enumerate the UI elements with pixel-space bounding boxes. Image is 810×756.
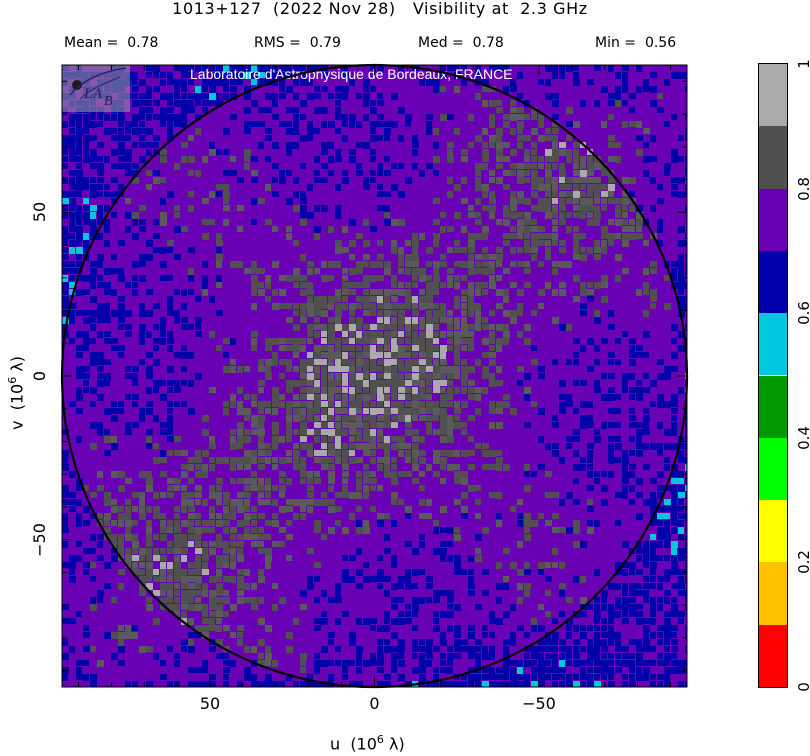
observation-date: (2022 Nov 28) (273, 0, 396, 18)
source-name: 1013+127 (172, 0, 262, 18)
credit-text: Laboratoire d'Astrophysique de Bordeaux,… (190, 66, 513, 82)
stat-rms-value: 0.79 (309, 35, 341, 51)
colorbar (758, 63, 788, 688)
colorbar-tick-label: 0.4 (795, 425, 810, 450)
frequency-label: 2.3 GHz (520, 0, 588, 18)
quantity-label: Visibility at (412, 0, 509, 18)
colorbar-tick-label: 1 (795, 59, 810, 69)
stat-rms-label: RMS = (254, 35, 301, 51)
logo-letter-a: A (92, 86, 103, 102)
lab-logo: L A B (62, 65, 130, 112)
colorbar-segment (759, 188, 787, 251)
stat-mean-value: 0.78 (127, 35, 159, 51)
colorbar-segment (759, 250, 787, 314)
logo-letter-b: B (104, 94, 113, 109)
heatmap-cells (62, 65, 687, 687)
plot-title: 1013+127 (2022 Nov 28) Visibility at 2.3… (0, 0, 760, 18)
colorbar-tick-label: 0.6 (795, 301, 810, 326)
colorbar-segment (759, 500, 787, 563)
lab-logo-icon: L A B (69, 67, 127, 109)
colorbar-tick-label: 0 (795, 682, 810, 692)
x-tick-label: −50 (522, 694, 556, 713)
stat-median-label: Med = (418, 35, 464, 51)
y-axis-label: v (106 λ) (6, 355, 27, 430)
visibility-map: L A B Laboratoire d'Astrophysique de Bor… (62, 65, 687, 687)
stat-rms: RMS = 0.79 (254, 35, 341, 51)
y-tick-label: −50 (30, 522, 49, 557)
colorbar-segment (759, 313, 787, 376)
colorbar-tick-label: 0.2 (795, 550, 810, 575)
stat-min-label: Min = (595, 35, 637, 51)
logo-letter-l: L (83, 86, 92, 102)
visibility-heatmap (62, 65, 687, 687)
y-tick-label: 0 (30, 370, 49, 382)
colorbar-segment (759, 126, 787, 189)
colorbar-segment (759, 64, 787, 127)
stat-median-value: 0.78 (472, 35, 504, 51)
stat-mean-label: Mean = (64, 35, 119, 51)
y-tick-label: 50 (30, 202, 49, 223)
x-axis-label: u (106 λ) (330, 733, 405, 754)
stat-min: Min = 0.56 (595, 35, 676, 51)
x-tick-label: 0 (369, 694, 380, 713)
stat-min-value: 0.56 (644, 35, 677, 51)
colorbar-segment (759, 624, 787, 687)
stat-mean: Mean = 0.78 (64, 35, 158, 51)
stat-median: Med = 0.78 (418, 35, 504, 51)
colorbar-segment (759, 562, 787, 625)
x-tick-label: 50 (199, 694, 221, 713)
colorbar-segment (759, 375, 787, 438)
colorbar-segment (759, 437, 787, 501)
colorbar-tick-label: 0.8 (795, 176, 810, 201)
